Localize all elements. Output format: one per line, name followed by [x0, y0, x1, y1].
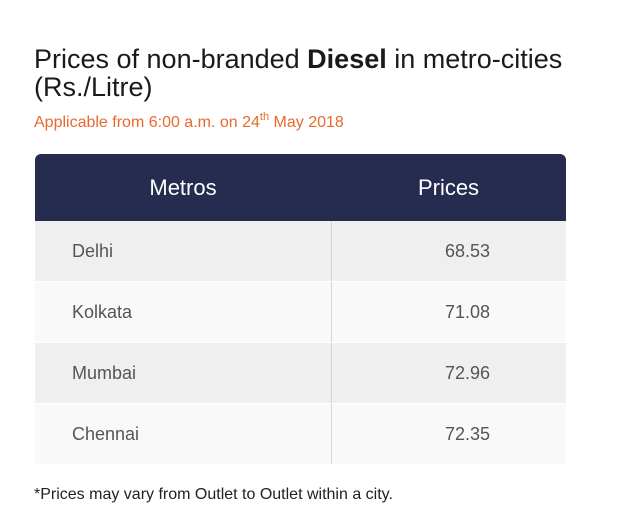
metro-cell: Delhi	[35, 221, 332, 282]
price-cell: 71.08	[331, 281, 566, 343]
page-title: Prices of non-branded Diesel in metro-ci…	[34, 45, 594, 101]
applicable-date: Applicable from 6:00 a.m. on 24th May 20…	[34, 111, 344, 132]
title-text-start: Prices of non-branded	[34, 44, 308, 74]
table-row: Kolkata 71.08	[35, 281, 566, 343]
applicable-date-prefix: Applicable from 6:00 a.m. on 24	[34, 114, 260, 131]
price-cell: 72.96	[331, 342, 566, 404]
header-metros: Metros	[35, 154, 331, 221]
table-row: Delhi 68.53	[35, 221, 566, 282]
prices-table: Metros Prices Delhi 68.53 Kolkata 71.08 …	[35, 154, 566, 465]
metro-cell: Mumbai	[35, 342, 332, 404]
footnote: *Prices may vary from Outlet to Outlet w…	[34, 486, 393, 503]
metro-cell: Chennai	[35, 403, 332, 465]
applicable-date-ordinal: th	[259, 111, 270, 123]
applicable-date-suffix: May 2018	[269, 114, 344, 131]
header-prices: Prices	[331, 154, 566, 221]
metro-cell: Kolkata	[35, 281, 332, 343]
table-row: Mumbai 72.96	[35, 342, 566, 404]
price-cell: 72.35	[331, 403, 566, 465]
table-header-row: Metros Prices	[35, 154, 566, 221]
title-fuel-name: Diesel	[307, 44, 387, 74]
price-cell: 68.53	[331, 221, 566, 282]
table-row: Chennai 72.35	[35, 403, 566, 465]
title-text-end: in metro-cities (Rs./Litre)	[34, 44, 563, 102]
